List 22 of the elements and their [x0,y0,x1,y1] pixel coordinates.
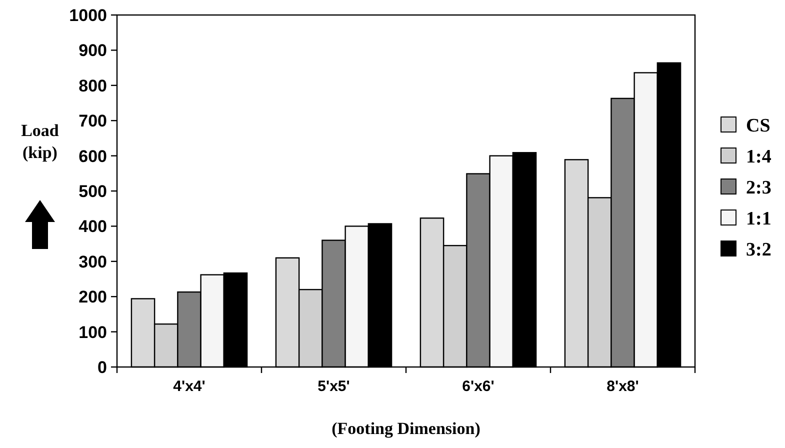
y-tick-label: 800 [78,76,107,96]
y-tick-label: 200 [78,288,107,307]
legend-label: 1:1 [746,208,772,230]
y-tick-label: 700 [78,112,107,131]
y-tick-label: 600 [78,146,107,166]
x-tick-label: 4'x4' [173,378,206,395]
x-axis-title: (Footing Dimension) [332,419,480,438]
y-tick-label: 1000 [69,6,107,25]
legend-label: 1:4 [746,146,772,168]
y-tick-label: 100 [78,322,107,342]
x-tick-label: 8'x8' [606,378,639,395]
y-tick-label: 300 [78,252,107,272]
legend-label: 2:3 [746,178,772,199]
y-tick-label: 900 [78,41,107,60]
y-tick-label: 400 [78,217,107,236]
y-tick-label: 0 [98,358,107,377]
x-tick-label: 5'x5' [318,378,350,395]
x-tick-label: 6'x6' [462,378,494,395]
legend-label: CS [746,116,770,137]
y-axis-title: Load (kip) [21,121,60,162]
legend-label: 3:2 [746,240,772,261]
y-tick-label: 500 [78,182,107,201]
